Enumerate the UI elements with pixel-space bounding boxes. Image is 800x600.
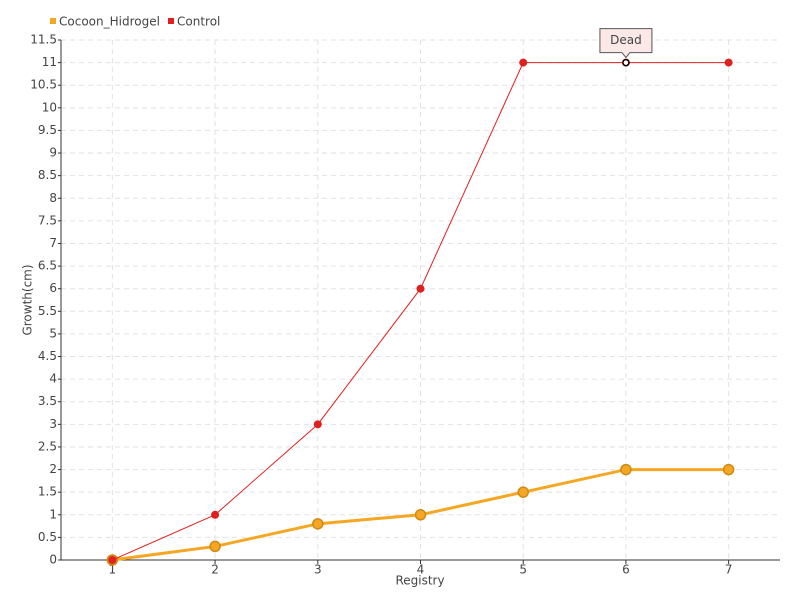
y-tick-label: 1 [49,507,57,521]
data-point [313,420,322,429]
legend-label: Cocoon_Hidrogel [59,15,160,29]
data-point [620,463,632,476]
data-point [312,518,324,530]
annotation-text: Dead [610,33,642,47]
y-tick-label: 8.5 [38,168,57,182]
data-point [722,463,735,476]
y-tick-label: 5 [49,326,57,340]
y-tick-label: 2 [49,462,57,476]
y-tick-label: 6 [49,281,57,295]
x-tick-label: 1 [109,563,117,577]
data-point [416,284,425,293]
y-tick-label: 3.5 [38,394,57,408]
x-tick-label: 2 [211,563,219,577]
legend-swatch [50,18,56,24]
y-tick-label: 3 [49,417,57,431]
y-tick-label: 10.5 [30,78,57,92]
y-tick-label: 8 [49,191,57,205]
y-tick-label: 2.5 [38,439,57,453]
legend-swatch [168,18,174,24]
data-point [209,540,221,553]
data-point [414,509,427,521]
y-tick-label: 7 [49,236,57,250]
x-axis-label: Registry [395,574,444,588]
annotation-marker [622,58,630,67]
y-tick-label: 0 [49,553,57,567]
y-tick-label: 9.5 [38,123,57,137]
y-tick-label: 11 [42,55,57,69]
x-tick-label: 4 [417,563,425,577]
y-tick-label: 5.5 [38,304,57,318]
x-tick-label: 3 [314,563,322,577]
data-point [108,556,117,564]
y-tick-label: 7.5 [38,213,57,227]
annotation-box [599,28,653,59]
data-point [724,58,733,67]
y-tick-label: 1.5 [38,485,57,499]
y-tick-label: 11.5 [30,33,57,47]
y-tick-label: 10 [42,100,57,114]
y-tick-label: 0.5 [38,530,57,544]
x-tick-label: 5 [519,563,527,577]
y-tick-label: 4.5 [38,349,57,363]
x-tick-label: 7 [725,563,733,577]
x-tick-label: 6 [622,563,630,577]
legend-label: Control [177,15,220,29]
y-tick-label: 6.5 [38,259,57,273]
y-tick-label: 9 [49,146,57,160]
y-axis-label: Growth(cm) [21,264,35,335]
data-point [517,486,529,498]
y-tick-label: 4 [49,372,57,386]
data-point [211,510,220,519]
data-point [519,58,528,67]
